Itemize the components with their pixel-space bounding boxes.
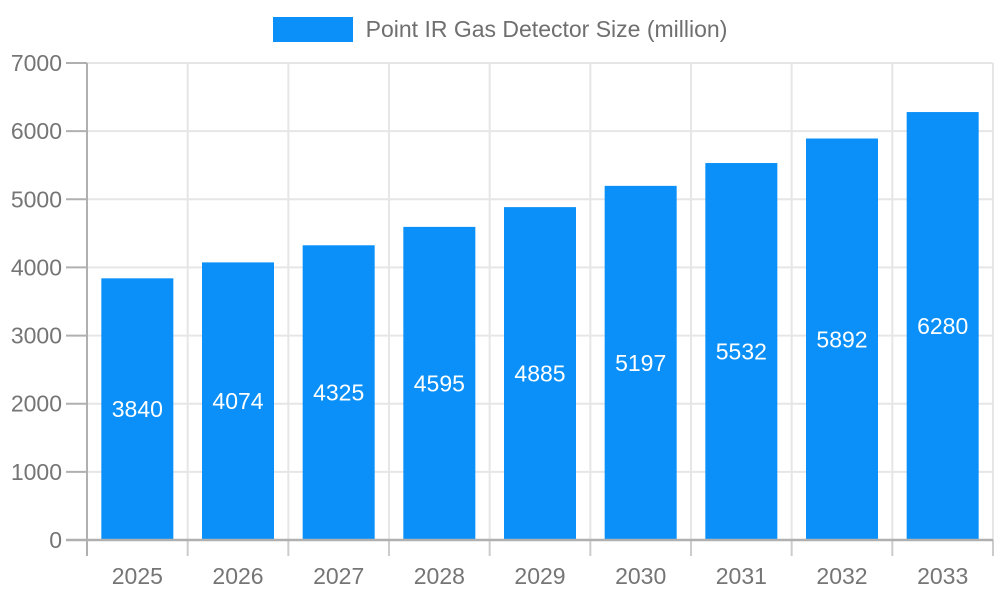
bar-value-label: 5197 <box>615 350 666 376</box>
x-axis-tick-label: 2025 <box>112 563 163 589</box>
x-axis-tick-label: 2028 <box>414 563 465 589</box>
bar <box>403 226 476 540</box>
bar-value-label: 4074 <box>212 388 263 414</box>
y-axis-tick-label: 5000 <box>11 186 62 212</box>
x-axis-tick-label: 2031 <box>716 563 767 589</box>
x-axis-tick-label: 2027 <box>313 563 364 589</box>
y-axis-tick-label: 3000 <box>11 323 62 349</box>
x-axis-tick-label: 2032 <box>816 563 867 589</box>
legend-swatch <box>272 17 353 42</box>
y-axis-tick-label: 7000 <box>11 50 62 76</box>
bar-value-label: 4595 <box>414 370 465 396</box>
legend-label: Point IR Gas Detector Size (million) <box>365 16 728 42</box>
y-axis-tick-label: 0 <box>49 527 62 553</box>
y-axis-tick-label: 2000 <box>11 391 62 417</box>
y-axis-tick-label: 4000 <box>11 254 62 280</box>
x-axis-tick-label: 2033 <box>917 563 968 589</box>
bar <box>101 278 174 540</box>
bar-value-label: 4885 <box>514 361 565 387</box>
x-axis-tick-label: 2029 <box>514 563 565 589</box>
bar <box>202 262 274 540</box>
bar-value-label: 5892 <box>816 326 867 352</box>
bar-value-label: 5532 <box>716 339 767 365</box>
bar-value-label: 4325 <box>313 380 364 406</box>
bar <box>705 163 778 541</box>
bar <box>806 138 878 540</box>
bar-value-label: 6280 <box>917 313 968 339</box>
bar <box>504 207 576 541</box>
y-axis-tick-label: 1000 <box>11 459 62 485</box>
y-axis-tick-label: 6000 <box>11 118 62 144</box>
bar-value-label: 3840 <box>112 396 163 422</box>
x-axis-tick-label: 2030 <box>615 563 666 589</box>
bar <box>906 112 979 540</box>
bar <box>302 245 375 540</box>
chart-legend: Point IR Gas Detector Size (million) <box>0 17 1000 42</box>
x-axis-tick-label: 2026 <box>212 563 263 589</box>
bar <box>604 185 677 540</box>
